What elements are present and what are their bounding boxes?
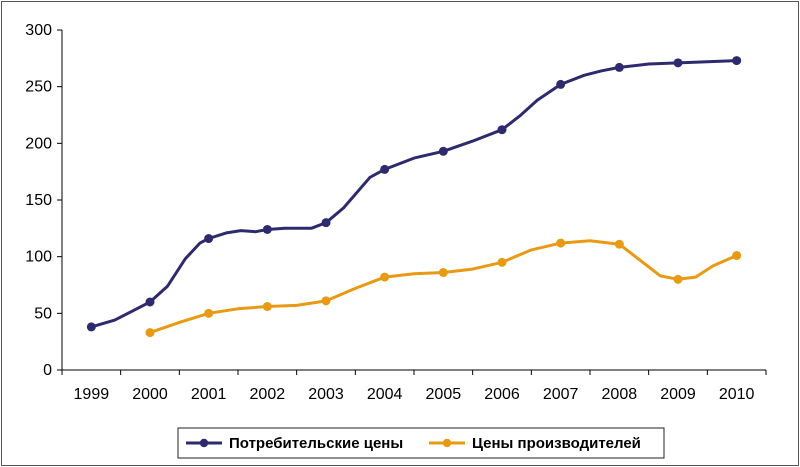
y-tick-label: 0 bbox=[43, 362, 52, 379]
data-point bbox=[497, 125, 507, 135]
legend-label-consumer: Потребительские цены bbox=[229, 435, 403, 452]
data-point bbox=[673, 274, 683, 284]
y-tick-label: 50 bbox=[34, 305, 52, 322]
data-point bbox=[86, 322, 96, 332]
x-tick-label: 2003 bbox=[308, 386, 344, 403]
data-point bbox=[380, 272, 390, 282]
x-tick-label: 2004 bbox=[367, 386, 403, 403]
x-tick-label: 2002 bbox=[250, 386, 286, 403]
series-line-1 bbox=[148, 239, 739, 335]
data-point bbox=[204, 234, 214, 244]
data-point bbox=[438, 146, 448, 156]
data-point bbox=[321, 296, 331, 306]
legend-marker-producer bbox=[442, 438, 452, 448]
data-point bbox=[145, 328, 155, 338]
data-point bbox=[614, 62, 624, 72]
x-tick-label: 2008 bbox=[602, 386, 638, 403]
data-point bbox=[614, 239, 624, 249]
x-tick-label: 2007 bbox=[543, 386, 579, 403]
data-point bbox=[262, 224, 272, 234]
y-tick-label: 100 bbox=[25, 249, 52, 266]
y-tick-label: 250 bbox=[25, 79, 52, 96]
data-point bbox=[438, 268, 448, 278]
data-point bbox=[204, 308, 214, 318]
data-point bbox=[556, 79, 566, 89]
x-tick-label: 2000 bbox=[132, 386, 168, 403]
legend: Потребительские цены Цены производителей bbox=[177, 427, 665, 459]
x-tick-label: 1999 bbox=[74, 386, 110, 403]
y-tick-label: 300 bbox=[25, 22, 52, 39]
x-tick-label: 2010 bbox=[719, 386, 755, 403]
series-points bbox=[86, 56, 742, 338]
data-point bbox=[380, 164, 390, 174]
data-point bbox=[556, 238, 566, 248]
data-point bbox=[673, 58, 683, 68]
x-tick-labels: 1999 2000 2001 2002 2003 2004 2005 2006 2007 2008… bbox=[74, 386, 755, 403]
data-point bbox=[262, 302, 272, 312]
data-point bbox=[497, 257, 507, 267]
y-tick-label: 150 bbox=[25, 192, 52, 209]
x-tick-label: 2005 bbox=[426, 386, 462, 403]
y-tick-label: 200 bbox=[25, 135, 52, 152]
data-point bbox=[321, 218, 331, 228]
data-point bbox=[145, 297, 155, 307]
series-lines bbox=[89, 59, 739, 335]
x-tick-label: 2009 bbox=[660, 386, 696, 403]
axes bbox=[57, 29, 767, 375]
legend-label-producer: Цены производителей bbox=[472, 435, 641, 452]
data-point bbox=[732, 251, 742, 261]
data-point bbox=[732, 56, 742, 66]
x-tick-label: 2006 bbox=[484, 386, 520, 403]
legend-box bbox=[177, 427, 665, 459]
series-line-0 bbox=[89, 59, 739, 329]
x-tick-label: 2001 bbox=[191, 386, 227, 403]
legend-marker-consumer bbox=[199, 438, 209, 448]
y-tick-labels: 0 50 100 150 200 250 300 bbox=[25, 22, 52, 379]
